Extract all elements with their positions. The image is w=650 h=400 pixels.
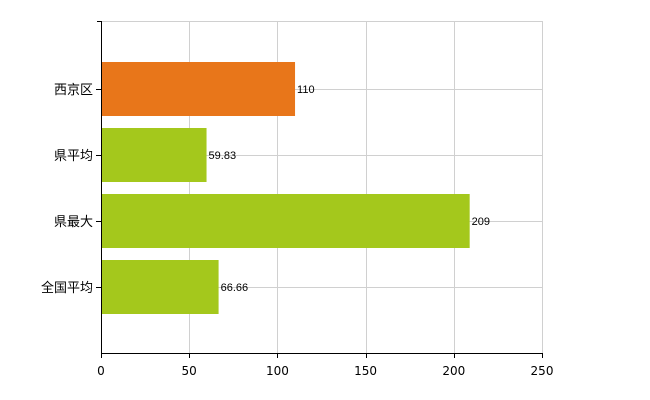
bar-3: [101, 260, 219, 314]
category-label-0: 西京区: [54, 83, 93, 98]
category-label-2: 県最大: [54, 215, 93, 230]
bar-0: [101, 62, 296, 116]
data-label-3: 66.66: [221, 282, 249, 294]
x-tick-label-1: 50: [182, 364, 197, 378]
bar-1: [101, 128, 207, 182]
data-label-1: 59.83: [209, 150, 237, 162]
x-tick-label-0: 0: [97, 364, 105, 378]
category-label-3: 全国平均: [41, 280, 93, 296]
category-label-1: 県平均: [54, 149, 93, 164]
x-tick-label-5: 250: [531, 364, 554, 378]
data-label-0: 110: [297, 84, 315, 96]
x-tick-label-3: 150: [354, 364, 377, 378]
x-tick-label-2: 100: [266, 364, 289, 378]
bar-2: [101, 194, 470, 248]
x-tick-label-4: 200: [442, 364, 465, 378]
data-label-2: 209: [472, 216, 490, 228]
